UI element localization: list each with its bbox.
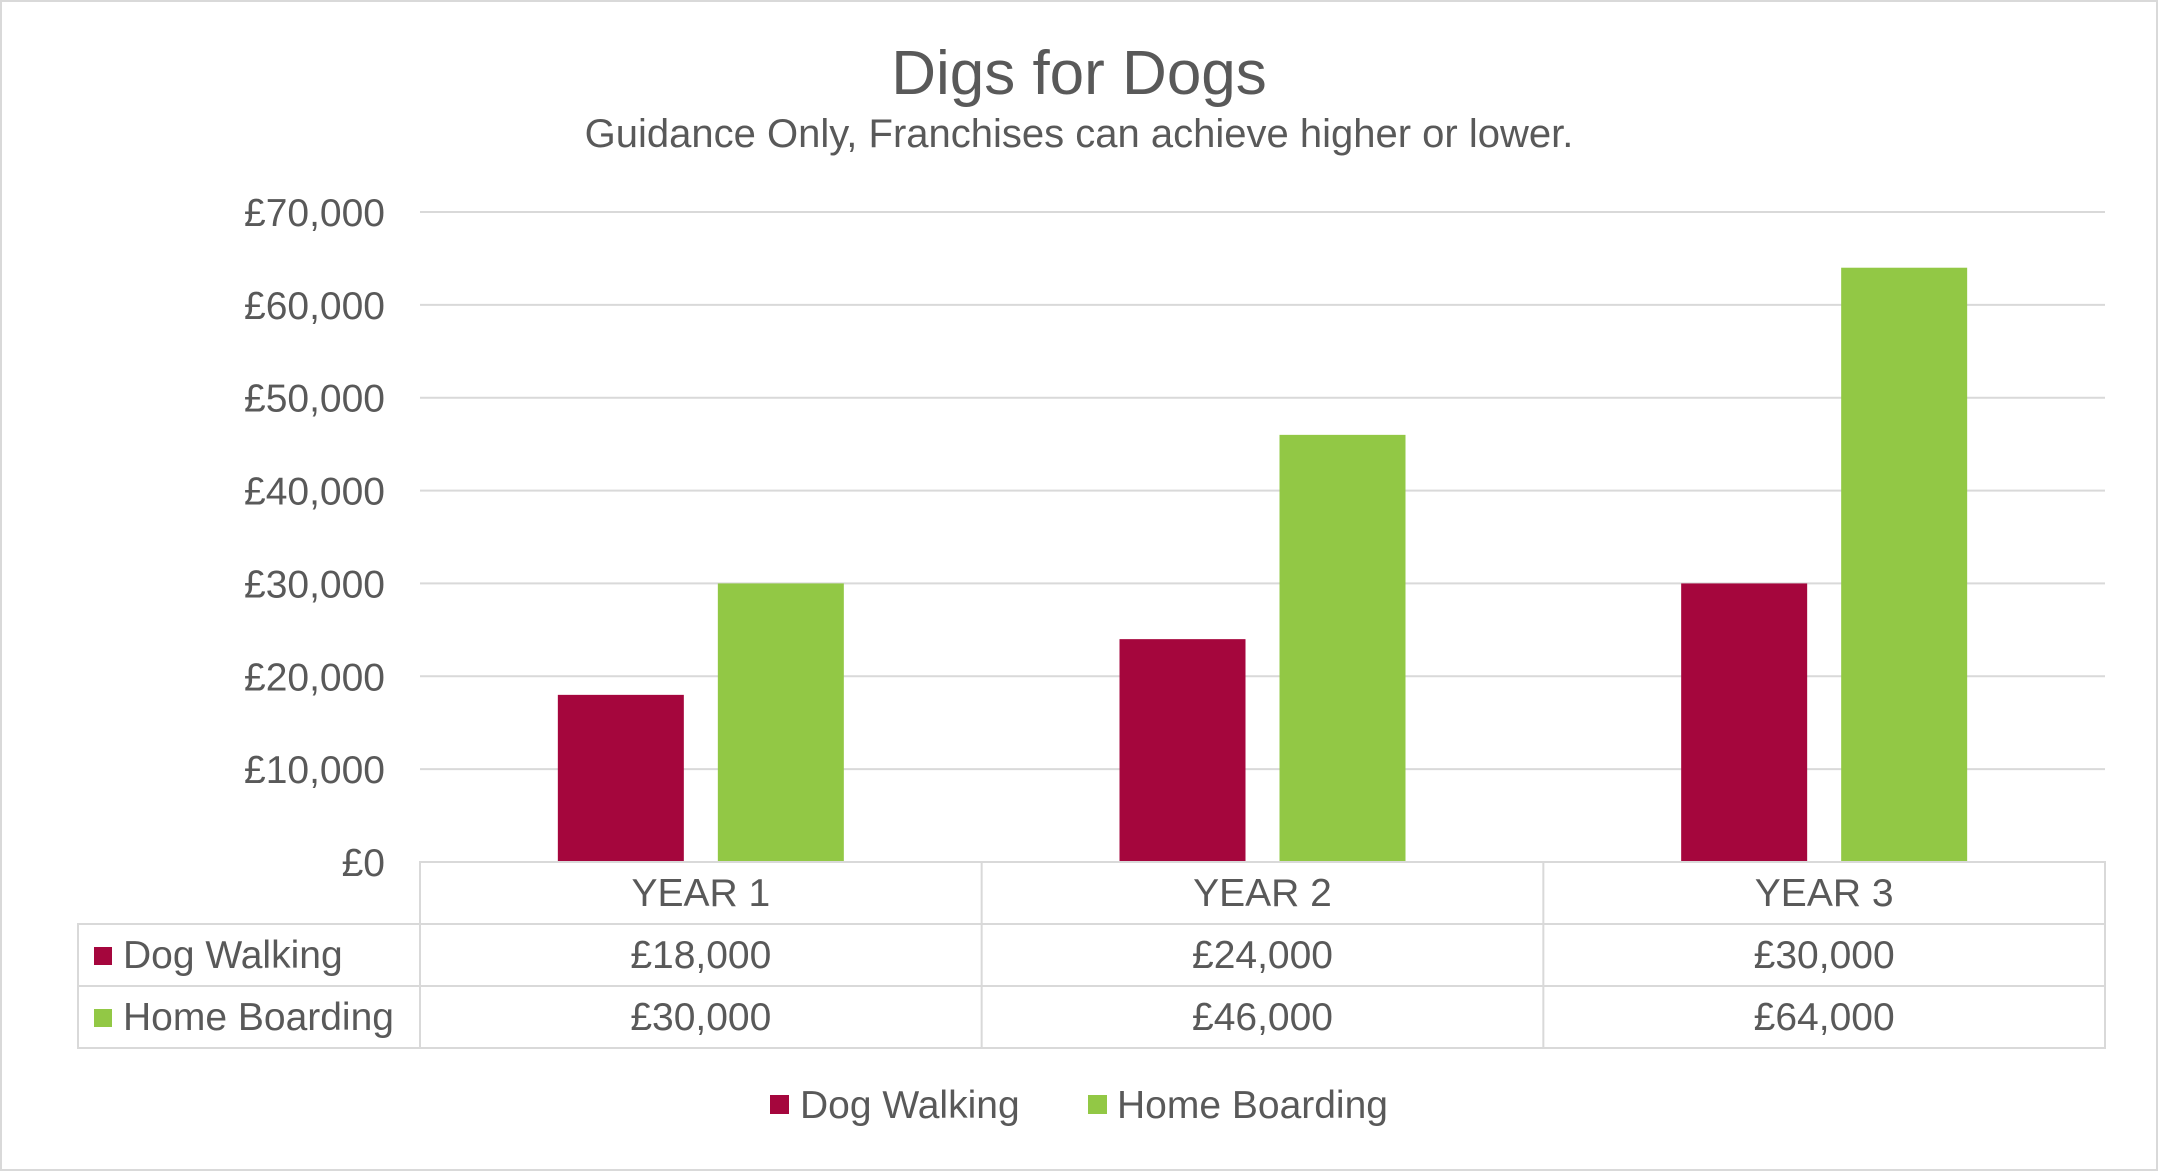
legend: Dog Walking Home Boarding — [770, 1084, 1388, 1127]
y-tick-label: £50,000 — [244, 378, 385, 421]
x-tick-label: YEAR 1 — [631, 872, 770, 915]
legend-label: Home Boarding — [1117, 1084, 1388, 1127]
y-axis-ticks: £0 £10,000 £20,000 £30,000 £40,000 £50,000 £60… — [244, 192, 385, 885]
y-tick-label: £30,000 — [244, 563, 385, 606]
y-tick-label: £40,000 — [244, 471, 385, 514]
data-label: £30,000 — [630, 996, 771, 1039]
y-tick-label: £20,000 — [244, 656, 385, 699]
y-tick-label: £60,000 — [244, 285, 385, 328]
bar — [557, 694, 684, 862]
bar — [1681, 583, 1808, 862]
data-label: £64,000 — [1754, 996, 1895, 1039]
data-label: £18,000 — [630, 934, 771, 977]
bar — [1119, 639, 1246, 862]
legend-swatch — [770, 1095, 789, 1114]
y-tick-label: £10,000 — [244, 749, 385, 792]
y-tick-label: £70,000 — [244, 192, 385, 235]
table-legend-key — [94, 947, 112, 965]
chart-subtitle: Guidance Only, Franchises can achieve hi… — [585, 112, 1574, 156]
table-series-name: Dog Walking — [123, 934, 343, 977]
data-label: £46,000 — [1192, 996, 1333, 1039]
legend-label: Dog Walking — [800, 1084, 1020, 1127]
data-label: £24,000 — [1192, 934, 1333, 977]
bar — [1279, 434, 1406, 862]
x-tick-label: YEAR 3 — [1755, 872, 1894, 915]
gridlines — [420, 211, 2105, 771]
legend-swatch — [1088, 1095, 1107, 1114]
bars — [557, 267, 1968, 862]
bar — [1841, 267, 1968, 862]
data-label: £30,000 — [1754, 934, 1895, 977]
table-series-name: Home Boarding — [123, 996, 394, 1039]
x-tick-label: YEAR 2 — [1193, 872, 1332, 915]
data-table: YEAR 1 YEAR 2 YEAR 3 Dog Walking £18,000 £24,… — [77, 861, 2106, 1049]
y-tick-label: £0 — [342, 842, 385, 885]
chart-title: Digs for Dogs — [891, 39, 1267, 108]
bar — [717, 583, 844, 862]
table-legend-key — [94, 1009, 112, 1027]
